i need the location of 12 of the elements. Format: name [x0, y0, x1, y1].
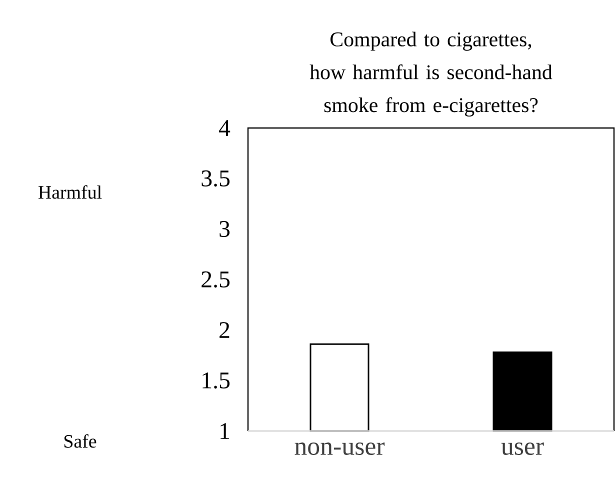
x-tick-label: non-user — [294, 442, 385, 455]
y-tick-label: 1.5 — [202, 372, 230, 389]
y-tick-label: 2 — [220, 322, 230, 338]
y-tick-label: 3.5 — [202, 170, 230, 187]
text: Harmful — [38, 185, 102, 199]
x-tick-label: user — [501, 442, 544, 455]
y-tick-label: 1 — [220, 423, 230, 439]
y-tick-label: 3 — [220, 220, 230, 238]
y-tick-label: 2.5 — [202, 271, 230, 288]
text: Safe — [64, 434, 96, 448]
y-tick-label: 4 — [218, 120, 230, 136]
chart-title: Compared to cigarettes, how harmful is second-hand smoke from e-cigarettes? — [310, 32, 552, 116]
